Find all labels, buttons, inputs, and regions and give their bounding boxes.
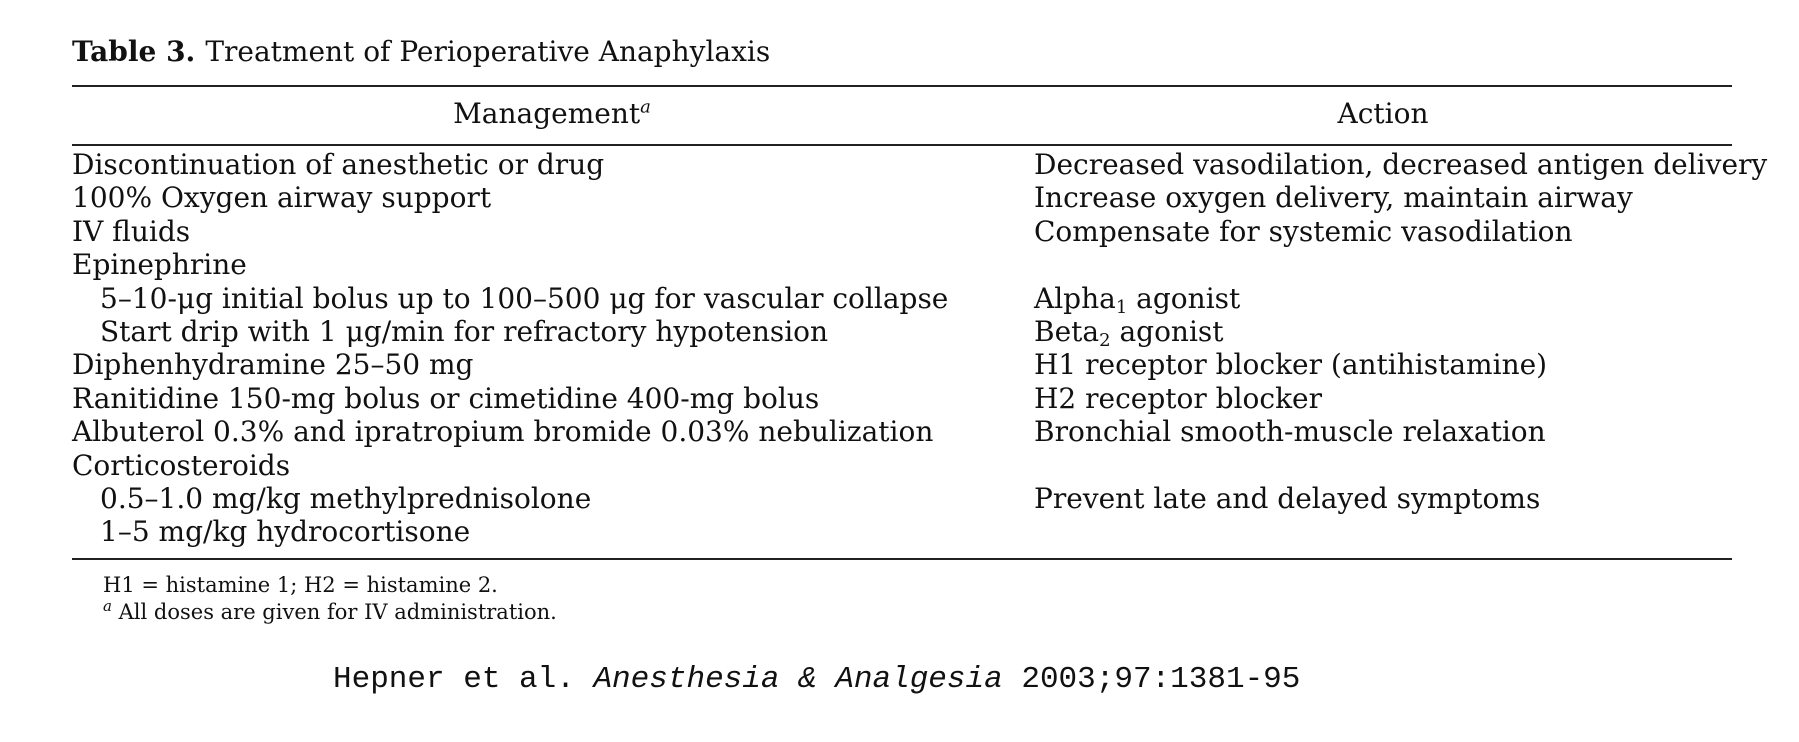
table-title: Treatment of Perioperative Anaphylaxis (205, 35, 771, 68)
action-cell: Prevent late and delayed symptoms (1034, 481, 1541, 515)
dose-footnote-text: All doses are given for IV administratio… (111, 600, 557, 624)
management-group-heading: Epinephrine (72, 248, 247, 282)
table-bottom-rule (72, 558, 1732, 560)
action-subscript: 2 (1099, 329, 1111, 351)
table-row: 100% Oxygen airway support Increase oxyg… (0, 181, 1799, 214)
management-cell: IV fluids (72, 214, 191, 248)
table-row: IV fluids Compensate for systemic vasodi… (0, 215, 1799, 248)
table-row: Discontinuation of anesthetic or drug De… (0, 148, 1799, 181)
management-cell: Discontinuation of anesthetic or drug (72, 148, 605, 181)
table-label: Table 3. (72, 35, 196, 68)
table-row: 1–5 mg/kg hydrocortisone (0, 515, 1799, 548)
table-top-rule (72, 85, 1732, 87)
table-header-rule (72, 144, 1732, 146)
table-row: Albuterol 0.3% and ipratropium bromide 0… (0, 415, 1799, 448)
table-row: Epinephrine (0, 248, 1799, 281)
table-row: Corticosteroids (0, 449, 1799, 482)
citation-journal: Anesthesia & Analgesia (593, 662, 1003, 697)
management-group-heading: Corticosteroids (72, 448, 291, 482)
management-cell: Diphenhydramine 25–50 mg (72, 348, 474, 382)
management-cell: Ranitidine 150-mg bolus or cimetidine 40… (72, 381, 820, 415)
table-body: Discontinuation of anesthetic or drug De… (0, 148, 1799, 549)
table-row: Diphenhydramine 25–50 mg H1 receptor blo… (0, 348, 1799, 381)
table-row: Ranitidine 150-mg bolus or cimetidine 40… (0, 382, 1799, 415)
action-cell: Beta2 agonist (1034, 314, 1224, 351)
action-text: Beta (1034, 314, 1100, 348)
footnote-marker: a (103, 597, 112, 615)
action-cell: H1 receptor blocker (antihistamine) (1034, 348, 1548, 382)
citation: Hepner et al. Anesthesia & Analgesia 200… (333, 660, 1300, 700)
action-cell: Bronchial smooth-muscle relaxation (1034, 415, 1546, 449)
table-footnotes: H1 = histamine 1; H2 = histamine 2. a Al… (103, 572, 557, 626)
management-cell: 100% Oxygen airway support (72, 181, 492, 215)
management-cell: 0.5–1.0 mg/kg methylprednisolone (100, 481, 592, 515)
column-header-management-label: Management (453, 97, 641, 130)
action-cell: H2 receptor blocker (1034, 381, 1322, 415)
column-header-management: Managementa (72, 96, 1032, 132)
action-suffix: agonist (1110, 314, 1224, 348)
table-caption: Table 3. Treatment of Perioperative Anaph… (72, 34, 770, 70)
management-cell: Albuterol 0.3% and ipratropium bromide 0… (72, 415, 934, 449)
table-row: 0.5–1.0 mg/kg methylprednisolone Prevent… (0, 482, 1799, 515)
management-cell: 5–10-μg initial bolus up to 100–500 μg f… (100, 281, 949, 315)
citation-details: 2003;97:1381-95 (1002, 662, 1301, 697)
action-suffix: agonist (1127, 281, 1241, 315)
action-cell: Increase oxygen delivery, maintain airwa… (1034, 181, 1633, 215)
footnote-marker: a (640, 96, 651, 118)
management-cell: 1–5 mg/kg hydrocortisone (100, 515, 471, 549)
action-text: Alpha (1034, 281, 1116, 315)
citation-authors: Hepner et al. (333, 662, 594, 697)
management-cell: Start drip with 1 μg/min for refractory … (100, 314, 829, 348)
abbreviation-footnote: H1 = histamine 1; H2 = histamine 2. (103, 573, 498, 597)
dose-footnote: a All doses are given for IV administrat… (103, 599, 557, 626)
action-cell: Alpha1 agonist (1034, 281, 1241, 318)
action-subscript: 1 (1115, 296, 1128, 318)
table-row: 5–10-μg initial bolus up to 100–500 μg f… (0, 281, 1799, 318)
table-row: Start drip with 1 μg/min for refractory … (0, 314, 1799, 351)
action-cell: Decreased vasodilation, decreased antige… (1034, 148, 1768, 181)
action-cell: Compensate for systemic vasodilation (1034, 214, 1573, 248)
column-header-action: Action (1337, 97, 1429, 130)
